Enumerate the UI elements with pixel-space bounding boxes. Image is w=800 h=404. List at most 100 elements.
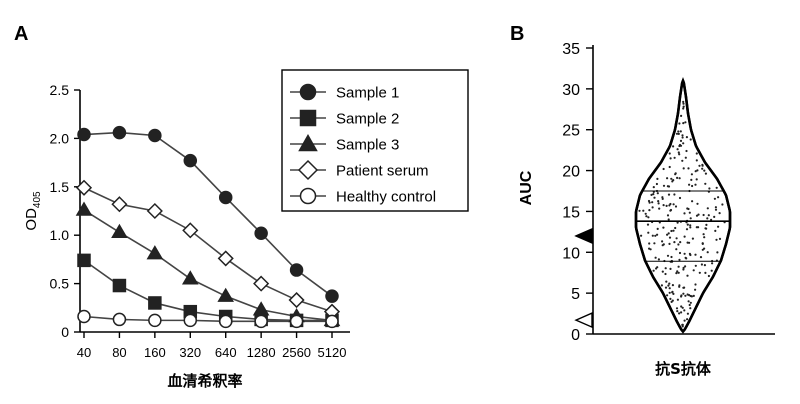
- data-point: [678, 196, 682, 200]
- data-point: [706, 217, 709, 220]
- data-point: [661, 197, 664, 200]
- x-tick-label: 640: [215, 345, 237, 360]
- data-point: [700, 263, 704, 266]
- data-point: [675, 248, 678, 251]
- data-point: [713, 215, 716, 218]
- data-point: [684, 121, 687, 124]
- data-point: [686, 274, 689, 277]
- data-point: [181, 270, 199, 285]
- data-point: [674, 226, 677, 230]
- data-point: [686, 318, 689, 321]
- x-tick-label: 5120: [318, 345, 347, 360]
- violin-outline: [634, 77, 732, 334]
- data-point: [666, 177, 669, 180]
- b-y-tick-label: 25: [562, 123, 580, 140]
- data-point: [669, 297, 672, 300]
- data-point: [688, 252, 692, 255]
- data-point: [673, 156, 676, 159]
- data-point: [146, 245, 164, 260]
- data-point: [666, 233, 669, 236]
- data-point: [252, 301, 270, 316]
- data-point: [678, 258, 681, 261]
- data-point: [685, 257, 688, 260]
- data-point: [638, 209, 641, 212]
- data-point: [689, 301, 692, 304]
- data-point: [666, 214, 670, 217]
- data-point: [662, 167, 665, 171]
- data-point: [706, 207, 709, 210]
- data-point: [694, 288, 697, 291]
- data-point: [685, 149, 688, 153]
- data-point: [675, 307, 679, 310]
- data-point: [704, 172, 708, 175]
- b-y-tick-label: 10: [562, 245, 580, 262]
- data-point: [289, 314, 304, 329]
- data-point: [703, 264, 707, 267]
- data-point: [217, 287, 235, 302]
- b-y-tick-group: 0 5 10 15 20 25 30 35: [562, 41, 593, 344]
- data-point: [686, 241, 689, 244]
- data-point: [701, 164, 704, 167]
- data-point: [670, 255, 673, 259]
- data-point: [640, 234, 643, 237]
- legend-marker: [297, 159, 319, 181]
- data-point: [673, 193, 676, 196]
- y-tick-label: 1.5: [50, 179, 70, 195]
- data-point: [713, 197, 717, 200]
- data-point: [183, 153, 198, 168]
- data-point: [671, 299, 674, 302]
- data-point: [669, 157, 672, 160]
- legend-marker: [299, 109, 317, 127]
- data-point: [75, 201, 93, 216]
- data-point: [667, 284, 670, 287]
- data-point: [681, 136, 684, 139]
- data-point: [642, 209, 645, 212]
- data-point: [111, 196, 128, 213]
- data-point: [706, 251, 709, 254]
- data-point: [716, 251, 719, 254]
- data-point: [701, 167, 704, 170]
- data-point: [681, 306, 684, 309]
- y-axis-title-sub: 405: [32, 191, 43, 208]
- data-point: [667, 218, 670, 221]
- data-point: [675, 132, 679, 135]
- data-point: [657, 200, 660, 203]
- data-point: [721, 203, 724, 206]
- data-point: [649, 248, 652, 251]
- data-point: [698, 164, 701, 167]
- data-point: [672, 203, 675, 206]
- legend: Sample 1 Sample 2 Sample 3 Patient serum Hea…: [290, 83, 436, 206]
- y-tick-label: 2.0: [50, 130, 70, 146]
- data-point: [718, 237, 722, 240]
- data-point: [681, 159, 684, 162]
- data-point: [658, 207, 661, 210]
- data-point: [671, 291, 674, 294]
- data-point: [679, 130, 682, 133]
- data-point: [689, 217, 692, 220]
- data-point: [653, 196, 656, 199]
- data-point: [662, 184, 666, 187]
- data-point: [218, 190, 233, 205]
- data-point: [647, 231, 650, 234]
- data-point: [672, 292, 675, 295]
- b-y-tick-label: 20: [562, 164, 580, 181]
- y-axis-title: OD405: [23, 191, 43, 231]
- data-point: [694, 170, 697, 173]
- data-point: [675, 272, 678, 275]
- data-point: [148, 296, 162, 310]
- data-point: [678, 144, 681, 148]
- data-point: [111, 223, 128, 239]
- data-point: [689, 226, 692, 229]
- legend-label: Sample 1: [336, 85, 399, 102]
- data-point: [689, 138, 692, 141]
- data-point: [112, 312, 127, 327]
- data-point: [707, 214, 710, 217]
- data-point: [670, 229, 673, 233]
- data-point: [656, 227, 659, 230]
- data-point: [657, 258, 661, 261]
- data-point: [698, 271, 701, 274]
- data-point: [679, 139, 683, 142]
- data-point: [664, 267, 667, 270]
- data-point: [696, 169, 699, 172]
- legend-label: Sample 3: [336, 137, 399, 154]
